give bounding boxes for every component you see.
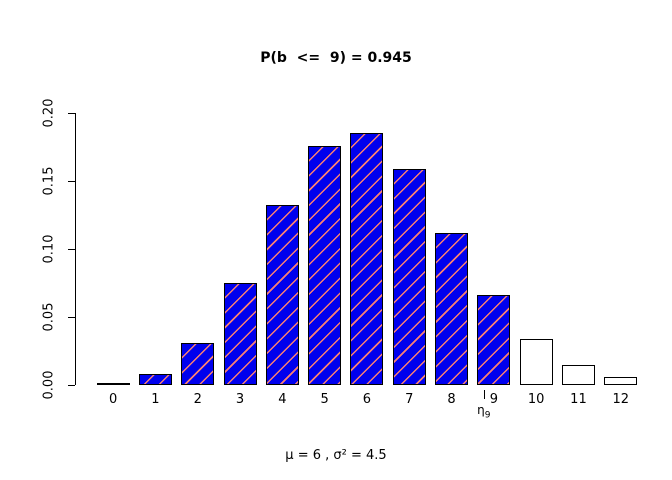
eta-marker-label: η9 bbox=[472, 403, 496, 420]
x-tick-label: 12 bbox=[612, 392, 630, 407]
bar-empty bbox=[519, 339, 553, 385]
y-axis-tick-label: 0.05 bbox=[41, 302, 57, 332]
y-axis-tick bbox=[68, 112, 75, 114]
y-axis-tick bbox=[68, 180, 75, 182]
y-axis-tick bbox=[68, 384, 75, 386]
bar-filled bbox=[477, 295, 511, 385]
bar-filled bbox=[138, 374, 172, 385]
x-tick-label: 3 bbox=[235, 392, 245, 407]
x-tick-label: 10 bbox=[527, 392, 545, 407]
x-tick-label: 7 bbox=[405, 392, 414, 407]
bar-filled bbox=[181, 343, 215, 385]
eta-subscript: 9 bbox=[484, 410, 491, 421]
y-axis-tick bbox=[68, 316, 75, 318]
x-tick-label: 1 bbox=[151, 392, 160, 407]
x-tick-label: 0 bbox=[109, 392, 118, 407]
eta-marker-tick bbox=[483, 390, 485, 399]
bar-filled bbox=[350, 133, 384, 385]
x-tick-label: 8 bbox=[447, 392, 456, 407]
y-axis-tick-label: 0.15 bbox=[41, 166, 57, 196]
bar-filled bbox=[265, 205, 299, 385]
bar-filled bbox=[223, 283, 257, 385]
x-tick-label: 4 bbox=[278, 392, 287, 407]
y-axis-tick-label: 0.10 bbox=[41, 234, 57, 264]
y-axis bbox=[75, 113, 76, 385]
y-axis-tick-label: 0.20 bbox=[41, 98, 57, 128]
x-tick-label: 5 bbox=[320, 392, 329, 407]
bar-filled bbox=[392, 169, 426, 385]
y-axis-tick bbox=[68, 248, 75, 250]
x-tick-label: 6 bbox=[362, 392, 372, 407]
x-tick-label: 2 bbox=[193, 392, 202, 407]
bar-filled bbox=[96, 383, 130, 385]
eta-symbol: η bbox=[477, 403, 485, 417]
bar-empty bbox=[561, 365, 595, 385]
bar-filled bbox=[435, 233, 469, 385]
chart-title: P(b <= 9) = 0.945 bbox=[260, 50, 412, 66]
x-tick-label: 9 bbox=[489, 392, 498, 407]
y-axis-tick-label: 0.00 bbox=[41, 370, 57, 400]
distribution-parameters: μ = 6 , σ² = 4.5 bbox=[285, 448, 387, 463]
bar-empty bbox=[604, 377, 638, 385]
bar-filled bbox=[308, 146, 342, 385]
x-tick-label: 11 bbox=[570, 392, 587, 407]
